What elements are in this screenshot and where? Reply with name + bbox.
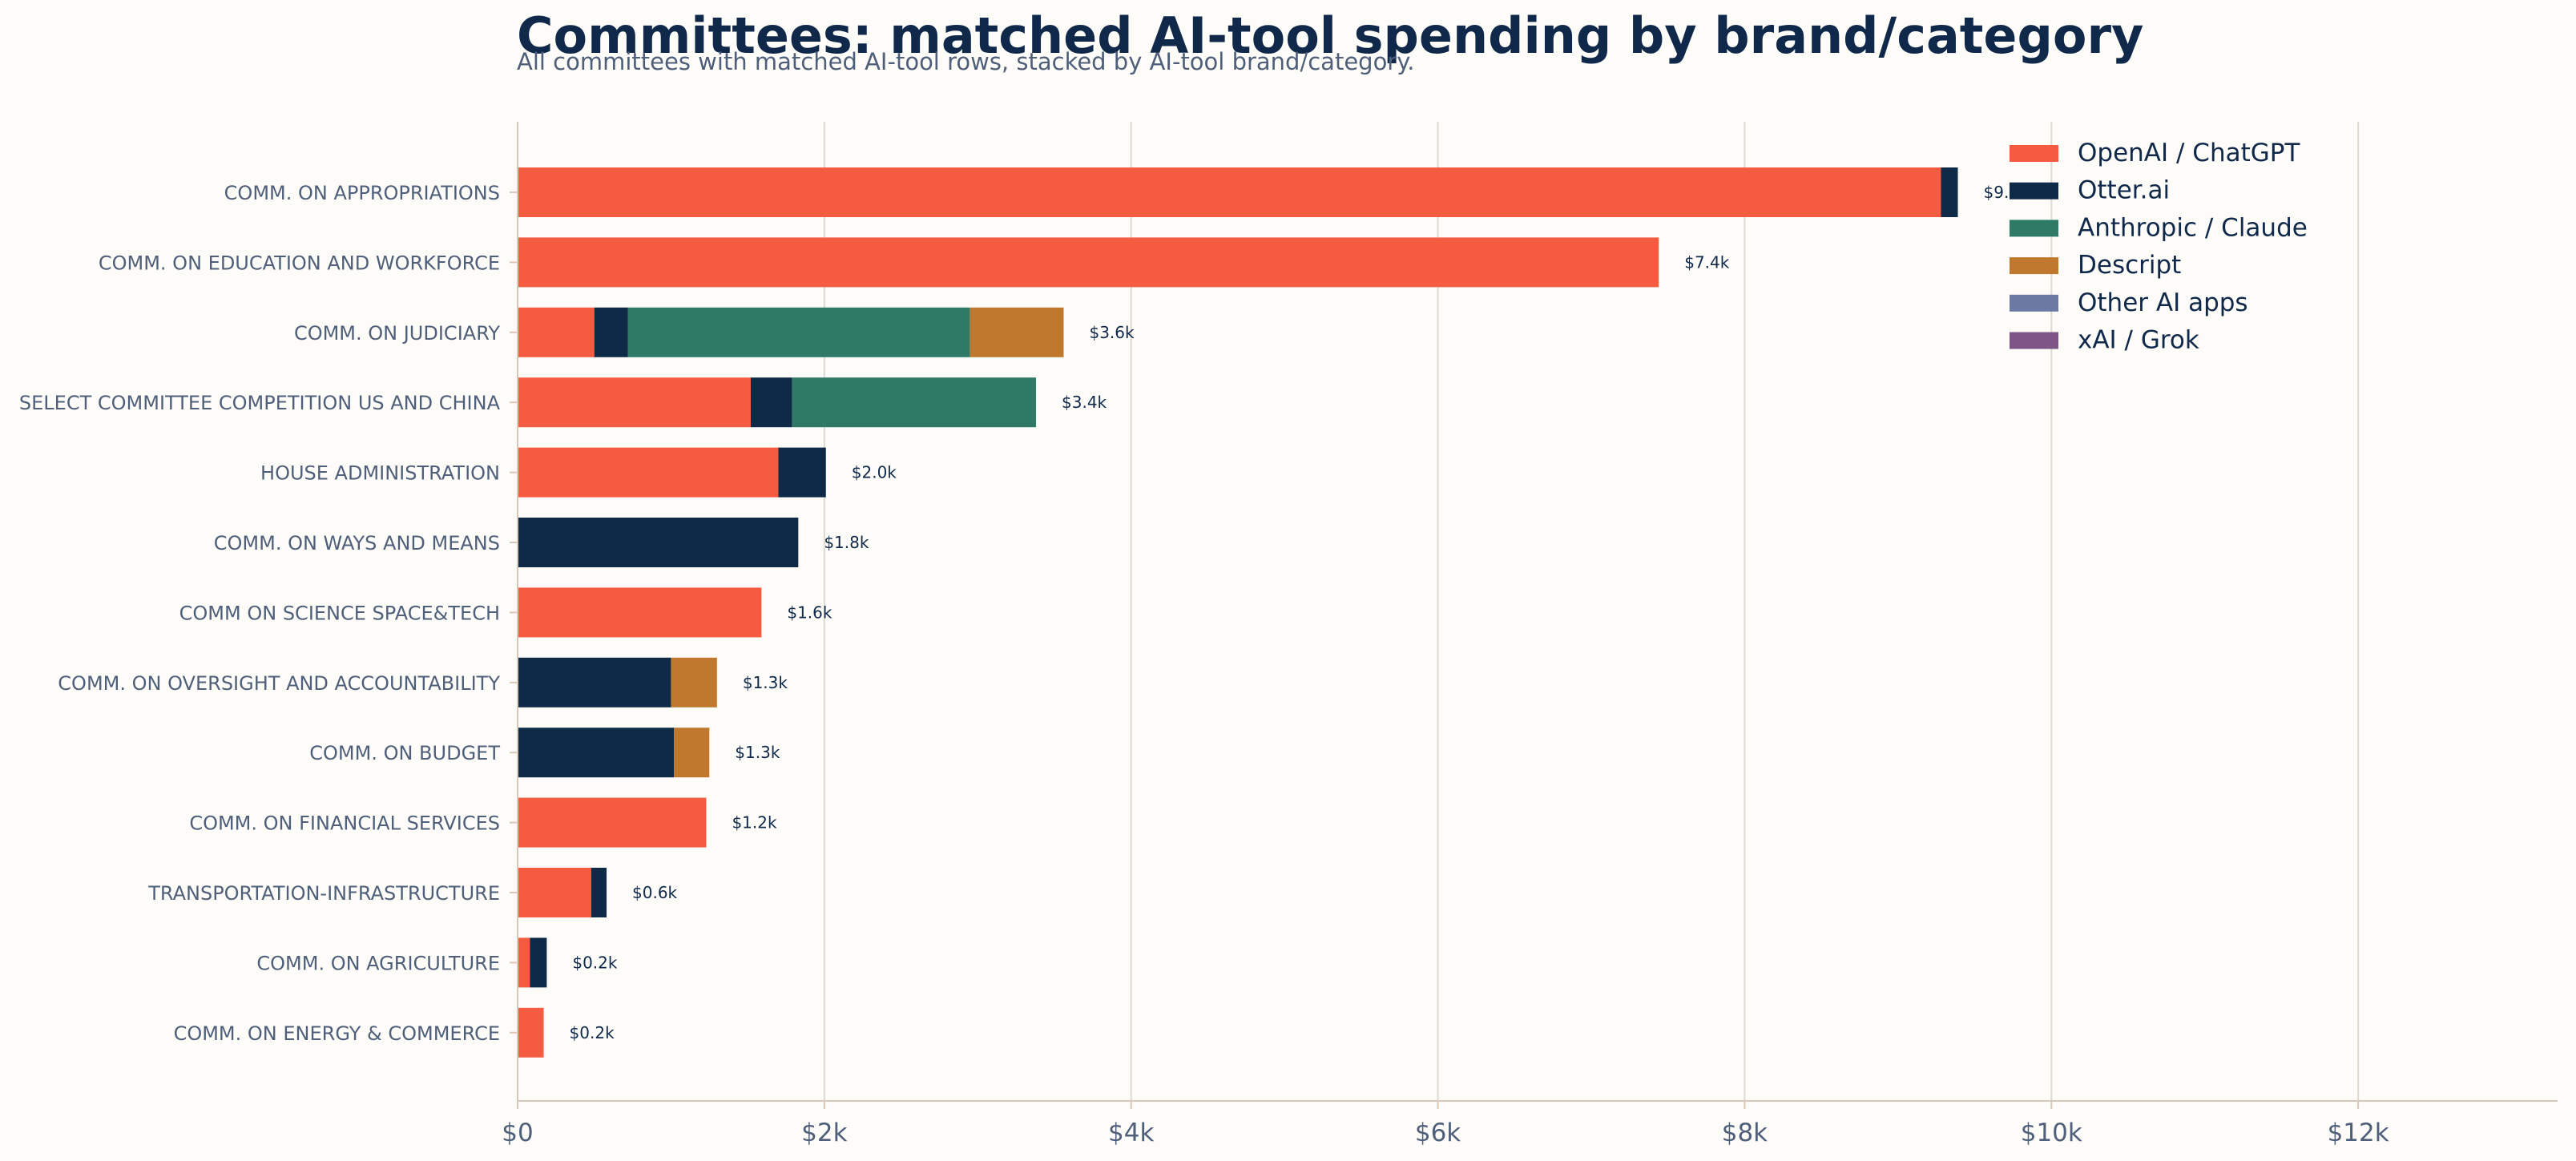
x-tick-label: $8k [1722, 1119, 1768, 1147]
bar-segment [594, 307, 628, 357]
bar-segment [750, 377, 792, 428]
category-label: HOUSE ADMINISTRATION [260, 462, 500, 485]
legend-swatch [2010, 332, 2058, 349]
bar-total-label: $3.4k [1062, 393, 1107, 412]
legend-label: Descript [2078, 251, 2181, 280]
bar-total-label: $7.4k [1684, 252, 1730, 272]
x-tick-label: $0 [502, 1119, 533, 1147]
bar-segment [530, 937, 547, 988]
x-tick-label: $12k [2328, 1119, 2389, 1147]
bar-segment [518, 868, 591, 917]
category-label: COMM. ON BUDGET [309, 742, 500, 764]
legend-label: Otter.ai [2078, 176, 2170, 205]
category-label: SELECT COMMITTEE COMPETITION US AND CHIN… [19, 392, 501, 414]
axes [510, 122, 2558, 1109]
bar-segment [518, 167, 1941, 217]
bar-total-label: $1.2k [732, 813, 777, 832]
bars [518, 167, 1958, 1058]
x-tick-label: $2k [801, 1119, 847, 1147]
chart-title: Committees: matched AI-tool spending by … [517, 6, 2143, 65]
legend-swatch [2010, 257, 2058, 275]
bar-segment [792, 377, 1037, 428]
bar-segment [518, 377, 751, 428]
category-label: COMM ON SCIENCE SPACE&TECH [179, 602, 500, 624]
bar-segment [518, 307, 595, 357]
bar-segment [674, 728, 710, 778]
category-label: TRANSPORTATION-INFRASTRUCTURE [147, 882, 500, 905]
labels: $0 $2k $4k $6k $8k $10k $12k COMM. ON APPROPRIA… [19, 182, 2389, 1147]
bar-total-label: $1.3k [743, 673, 788, 692]
bar-total-label: $1.6k [787, 603, 832, 622]
category-label: COMM. ON OVERSIGHT AND ACCOUNTABILITY [58, 672, 500, 695]
bar-segment [627, 307, 970, 357]
bar-segment [671, 657, 717, 707]
category-label: COMM. ON WAYS AND MEANS [214, 532, 500, 554]
legend-swatch [2010, 294, 2058, 312]
bar-segment [518, 937, 530, 988]
category-label: COMM. ON JUDICIARY [294, 322, 500, 345]
category-label: COMM. ON ENERGY & COMMERCE [174, 1022, 500, 1045]
bar-segment [518, 797, 707, 848]
bar-segment [591, 868, 607, 917]
category-label: COMM. ON FINANCIAL SERVICES [189, 812, 500, 835]
bar-segment [778, 447, 826, 498]
bar-segment [518, 447, 779, 498]
bar-segment [518, 728, 675, 778]
bar-segment [518, 587, 762, 638]
bar-segment [518, 657, 671, 707]
bar-total-label: $3.6k [1089, 323, 1135, 342]
legend: OpenAI / ChatGPT Otter.ai Anthropic / Clau… [2010, 139, 2308, 355]
bar-segment [518, 518, 799, 567]
category-label: COMM. ON APPROPRIATIONS [224, 182, 500, 204]
legend-swatch [2010, 220, 2058, 237]
bar-total-label: $1.3k [735, 743, 780, 762]
bar-total-label: $2.0k [852, 463, 897, 482]
x-tick-label: $10k [2021, 1119, 2082, 1147]
bar-segment [1941, 167, 1958, 217]
bar-total-label: $1.8k [824, 533, 869, 552]
legend-swatch [2010, 182, 2058, 200]
x-tick-label: $6k [1415, 1119, 1461, 1147]
category-label: COMM. ON AGRICULTURE [256, 952, 500, 974]
legend-label: Anthropic / Claude [2078, 213, 2308, 242]
bar-total-label: $0.2k [570, 1023, 615, 1042]
category-label: COMM. ON EDUCATION AND WORKFORCE [99, 252, 500, 274]
legend-label: OpenAI / ChatGPT [2078, 139, 2300, 167]
chart-subtitle: All committees with matched AI-tool rows… [517, 48, 1414, 75]
legend-label: xAI / Grok [2078, 326, 2199, 355]
bar-segment [518, 1007, 544, 1058]
bar-segment [518, 237, 1659, 288]
legend-label: Other AI apps [2078, 288, 2248, 317]
x-tick-label: $4k [1108, 1119, 1154, 1147]
legend-swatch [2010, 145, 2058, 162]
bar-segment [970, 307, 1064, 357]
bar-total-label: $0.6k [632, 883, 678, 902]
bar-total-label: $0.2k [572, 953, 618, 972]
